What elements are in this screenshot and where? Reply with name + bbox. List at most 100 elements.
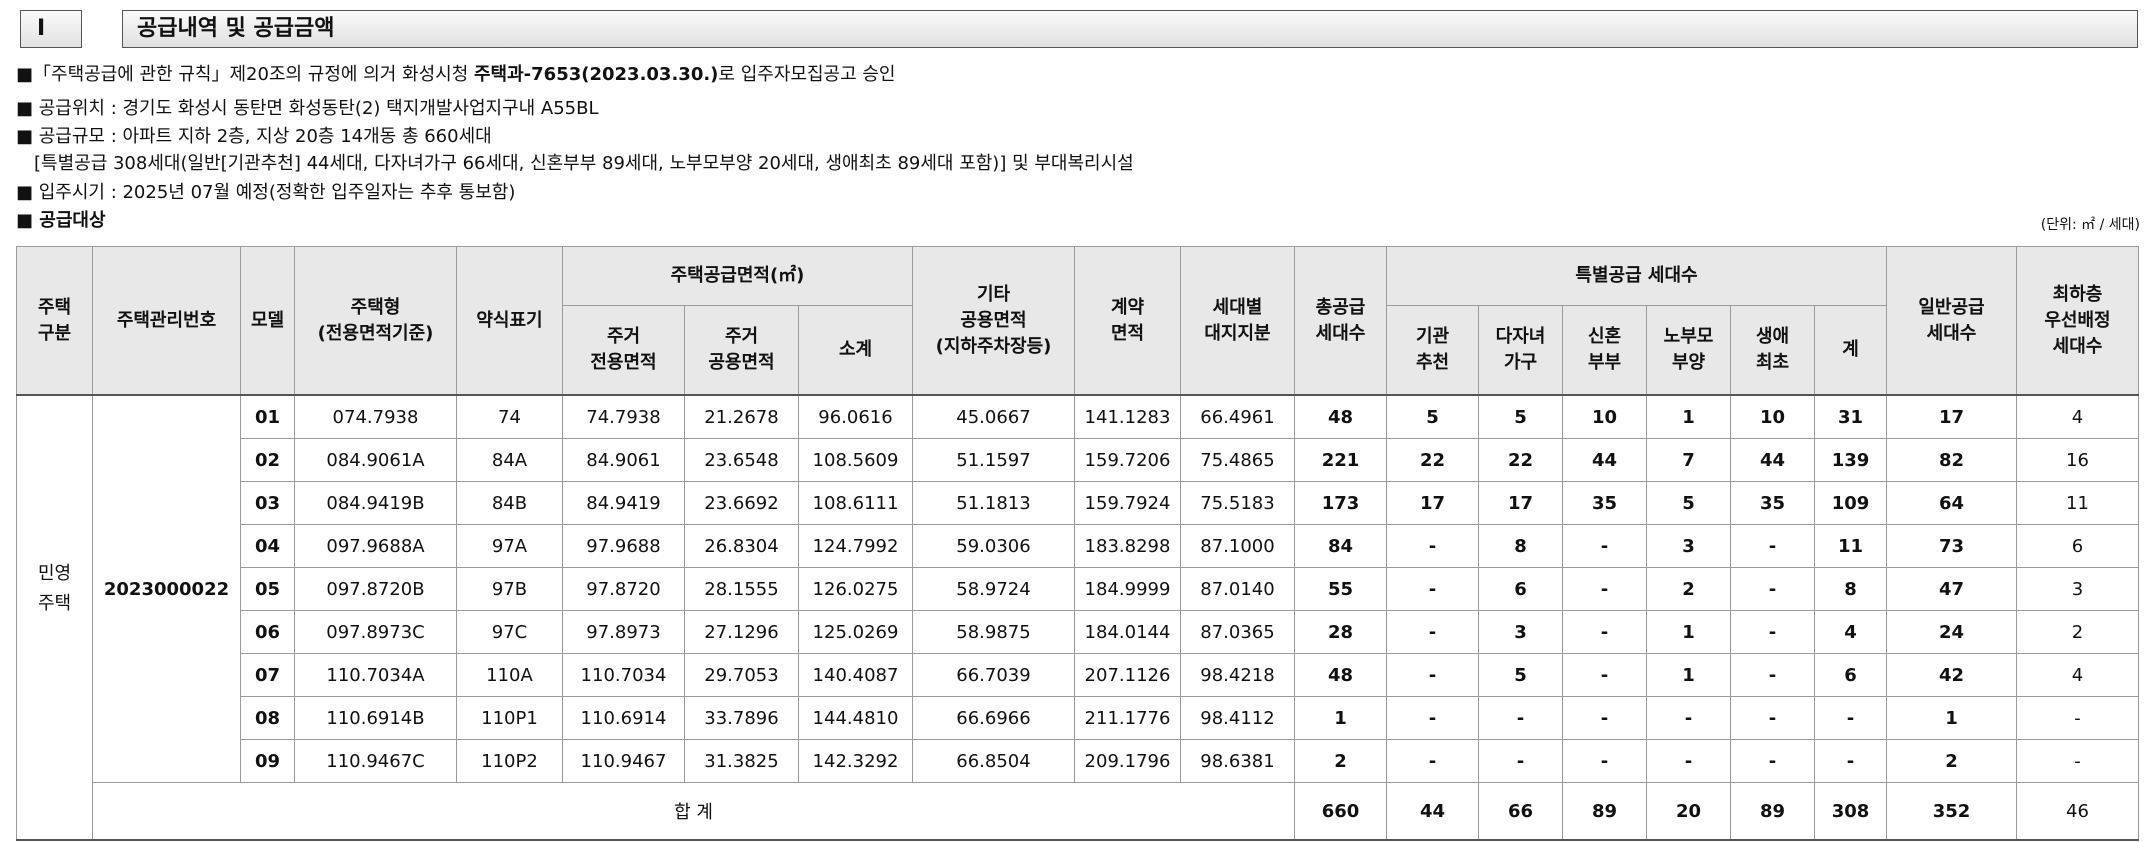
table-cell: 16 — [2016, 438, 2139, 482]
header-house-type: 주택형 (전용면적기준) — [294, 246, 457, 396]
table-cell: 1 — [1646, 394, 1731, 439]
table-cell: 6 — [1814, 653, 1887, 697]
table-cell: 207.1126 — [1074, 653, 1181, 697]
section-title: 공급내역 및 공급금액 — [122, 10, 2138, 48]
table-cell: - — [1562, 524, 1647, 568]
note-scale: ■ 공급규모 : 아파트 지하 2층, 지상 20층 14개동 총 660세대 — [16, 126, 492, 147]
table-cell: 97A — [456, 524, 563, 568]
table-cell: - — [1478, 739, 1563, 783]
table-cell: - — [1478, 696, 1563, 740]
table-cell: 11 — [1814, 524, 1887, 568]
total-cell: 44 — [1386, 782, 1479, 841]
table-cell: 1 — [1646, 653, 1731, 697]
table-cell: 110P2 — [456, 739, 563, 783]
table-cell: 31 — [1814, 394, 1887, 439]
table-row: 06 097.8973C 97C 97.8973 27.1296 125.0269 58.9… — [17, 610, 2139, 654]
table-cell: 22 — [1386, 438, 1479, 482]
table-cell: 75.5183 — [1180, 481, 1295, 525]
table-cell: 04 — [240, 524, 295, 568]
header-land-share: 세대별 대지지분 — [1180, 246, 1295, 396]
table-row: 09 110.9467C 110P2 110.9467 31.3825 142.3292 6… — [17, 739, 2139, 783]
management-number-cell: 2023000022 — [92, 394, 241, 783]
header-other-common-area: 기타 공용면적 (지하주차장등) — [912, 246, 1075, 396]
table-cell: 2 — [1886, 739, 2017, 783]
table-cell: 084.9419B — [294, 481, 457, 525]
header-supply-area-group: 주택공급면적(㎡) — [562, 246, 913, 306]
table-cell: - — [1386, 696, 1479, 740]
table-cell: 59.0306 — [912, 524, 1075, 568]
table-cell: 58.9875 — [912, 610, 1075, 654]
table-cell: 4 — [2016, 653, 2139, 697]
total-cell: 20 — [1646, 782, 1731, 841]
table-cell: - — [1646, 696, 1731, 740]
note-approval-number: 주택과-7653(2023.03.30.) — [474, 64, 719, 85]
note-approval: ■「주택공급에 관한 규칙」제20조의 규정에 의거 화성시청 주택과-7653… — [16, 62, 895, 88]
table-cell: 01 — [240, 394, 295, 439]
table-cell: - — [1386, 610, 1479, 654]
table-cell: 58.9724 — [912, 567, 1075, 611]
table-cell: 211.1776 — [1074, 696, 1181, 740]
header-exclusive-area: 주거 전용면적 — [562, 305, 685, 396]
table-cell: 98.4112 — [1180, 696, 1295, 740]
table-cell: 1 — [1646, 610, 1731, 654]
table-cell: 23.6692 — [684, 481, 799, 525]
table-cell: 110.6914 — [562, 696, 685, 740]
table-cell: 74 — [456, 394, 563, 439]
table-cell: 5 — [1478, 653, 1563, 697]
table-cell: 7 — [1646, 438, 1731, 482]
table-cell: 84.9061 — [562, 438, 685, 482]
table-cell: 84 — [1294, 524, 1387, 568]
table-cell: 17 — [1886, 394, 2017, 439]
table-cell: 074.7938 — [294, 394, 457, 439]
table-row: 02 084.9061A 84A 84.9061 23.6548 108.5609 51.1… — [17, 438, 2139, 482]
table-cell: 5 — [1646, 481, 1731, 525]
table-cell: 209.1796 — [1074, 739, 1181, 783]
table-cell: 44 — [1730, 438, 1815, 482]
table-cell: 26.8304 — [684, 524, 799, 568]
table-cell: 184.0144 — [1074, 610, 1181, 654]
total-row: 합 계 660 44 66 89 20 89 308 352 46 — [16, 782, 2139, 841]
header-lowest-floor: 최하층 우선배정 세대수 — [2016, 246, 2139, 396]
header-common-area: 주거 공용면적 — [684, 305, 799, 396]
table-cell: 5 — [1386, 394, 1479, 439]
table-cell: - — [1730, 739, 1815, 783]
table-cell: 110.6914B — [294, 696, 457, 740]
note-target: ■ 공급대상 — [16, 210, 106, 231]
table-row: 민영 주택 2023000022 01 074.7938 74 74.7938 21.267… — [16, 394, 2139, 783]
table-cell: - — [1386, 524, 1479, 568]
header-special-first-time: 생애 최초 — [1730, 305, 1815, 396]
table-cell: 110.9467C — [294, 739, 457, 783]
table-cell: 35 — [1562, 481, 1647, 525]
table-cell: 5 — [1478, 394, 1563, 439]
table-cell: - — [1730, 696, 1815, 740]
table-cell: 35 — [1730, 481, 1815, 525]
table-cell: 4 — [1814, 610, 1887, 654]
header-contract-area: 계약 면적 — [1074, 246, 1181, 396]
housing-type-cell: 민영 주택 — [16, 394, 93, 783]
table-cell: 29.7053 — [684, 653, 799, 697]
table-cell: 173 — [1294, 481, 1387, 525]
total-cell: 660 — [1294, 782, 1387, 841]
table-cell: 4 — [2016, 394, 2139, 439]
table-cell: 1 — [1886, 696, 2017, 740]
table-cell: - — [2016, 739, 2139, 783]
table-cell: 45.0667 — [912, 394, 1075, 439]
table-cell: - — [1814, 739, 1887, 783]
note-approval-text: ■「주택공급에 관한 규칙」제20조의 규정에 의거 화성시청 — [16, 64, 474, 85]
unit-label: (단위: ㎡ / 세대) — [2040, 217, 2140, 233]
table-row: 07 110.7034A 110A 110.7034 29.7053 140.4087 66… — [17, 653, 2139, 697]
total-cell: 89 — [1562, 782, 1647, 841]
table-cell: 6 — [2016, 524, 2139, 568]
total-cell: 308 — [1814, 782, 1887, 841]
total-label: 합 계 — [92, 782, 1295, 841]
table-cell: 33.7896 — [684, 696, 799, 740]
table-cell: - — [1386, 739, 1479, 783]
header-special-institution: 기관 추천 — [1386, 305, 1479, 396]
table-cell: - — [1562, 610, 1647, 654]
table-cell: 48 — [1294, 394, 1387, 439]
table-cell: 03 — [240, 481, 295, 525]
table-cell: 2 — [1294, 739, 1387, 783]
table-cell: 110P1 — [456, 696, 563, 740]
table-cell: 3 — [1646, 524, 1731, 568]
table-cell: 73 — [1886, 524, 2017, 568]
